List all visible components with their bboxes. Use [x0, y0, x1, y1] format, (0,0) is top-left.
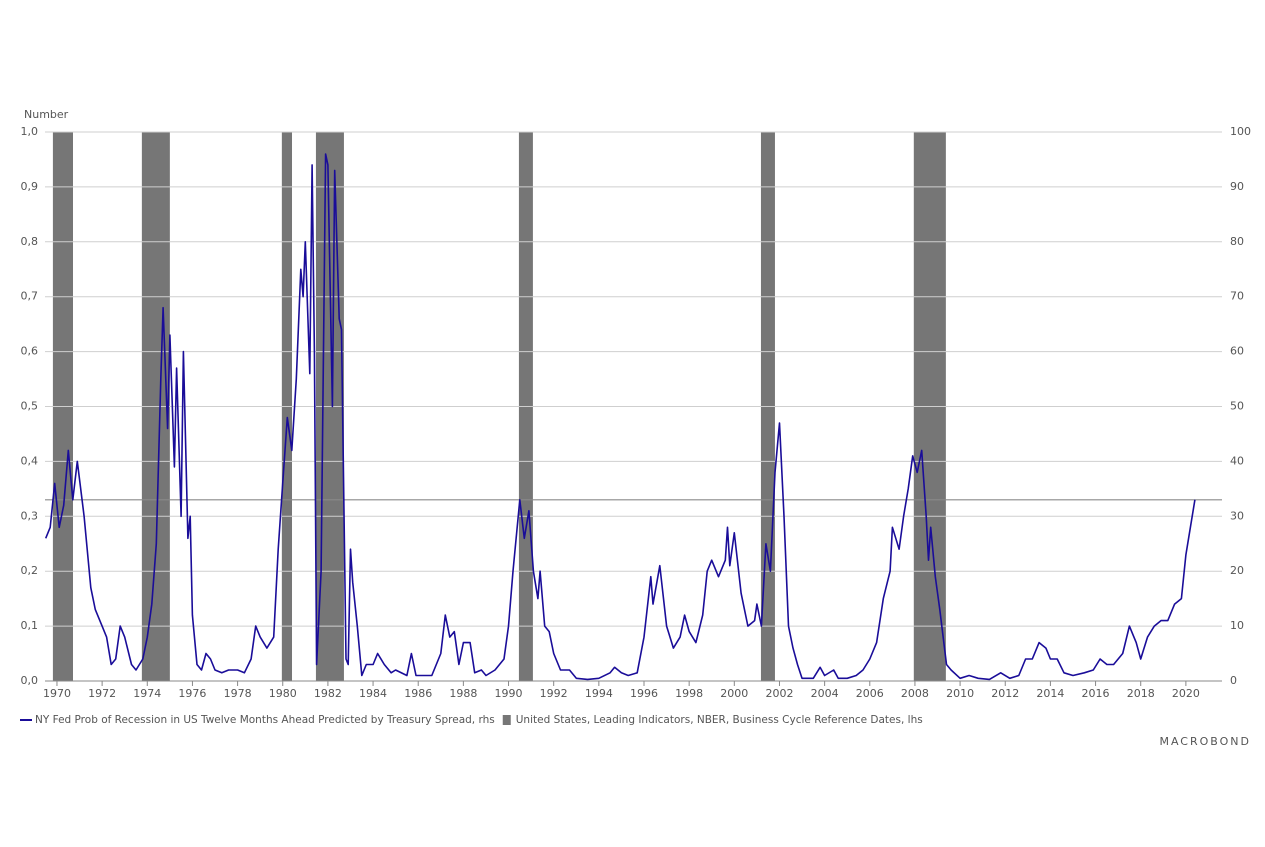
x-tick-label: 2020	[1172, 687, 1200, 700]
y-axis-title: Number	[24, 108, 69, 121]
x-tick-label: 1970	[43, 687, 71, 700]
y2-tick-label: 40	[1230, 454, 1244, 467]
y2-tick-label: 60	[1230, 345, 1244, 358]
x-tick-label: 2016	[1082, 687, 1110, 700]
y-tick-label: 0,6	[21, 345, 39, 358]
x-tick-label: 1988	[449, 687, 477, 700]
x-tick-label: 1974	[133, 687, 161, 700]
x-tick-label: 1972	[88, 687, 116, 700]
y-tick-label: 0,7	[21, 290, 39, 303]
y2-tick-label: 10	[1230, 619, 1244, 632]
y-tick-label: 0,9	[21, 180, 39, 193]
x-tick-label: 2014	[1036, 687, 1064, 700]
x-tick-label: 2010	[946, 687, 974, 700]
y-tick-label: 0,8	[21, 235, 39, 248]
y-tick-label: 0,0	[21, 674, 39, 687]
y2-tick-label: 100	[1230, 125, 1251, 138]
y-tick-label: 0,2	[21, 564, 39, 577]
source-logo: MACROBOND	[1159, 735, 1251, 748]
y-tick-label: 0,4	[21, 454, 39, 467]
line-series	[44, 153, 1196, 681]
y-tick-label: 1,0	[21, 125, 39, 138]
y-tick-label: 0,1	[21, 619, 39, 632]
x-tick-label: 2008	[901, 687, 929, 700]
x-tick-label: 2002	[765, 687, 793, 700]
x-tick-label: 2012	[991, 687, 1019, 700]
x-tick-label: 1982	[314, 687, 342, 700]
x-tick-label: 1990	[495, 687, 523, 700]
x-tick-label: 1996	[630, 687, 658, 700]
y2-tick-label: 70	[1230, 290, 1244, 303]
x-tick-label: 1984	[359, 687, 387, 700]
x-tick-label: 2000	[720, 687, 748, 700]
y2-tick-label: 0	[1230, 674, 1237, 687]
y-tick-label: 0,5	[21, 400, 39, 413]
x-tick-label: 1986	[404, 687, 432, 700]
x-tick-label: 1998	[675, 687, 703, 700]
x-tick-label: 1976	[178, 687, 206, 700]
y2-tick-label: 30	[1230, 509, 1244, 522]
y-tick-label: 0,3	[21, 509, 39, 522]
x-tick-label: 1980	[269, 687, 297, 700]
x-tick-label: 1978	[224, 687, 252, 700]
x-tick-label: 1992	[540, 687, 568, 700]
legend-label: United States, Leading Indicators, NBER,…	[516, 714, 923, 726]
y2-tick-label: 80	[1230, 235, 1244, 248]
legend-swatch	[502, 715, 511, 725]
x-tick-label: 1994	[585, 687, 613, 700]
x-tick-label: 2004	[811, 687, 839, 700]
y2-tick-label: 20	[1230, 564, 1244, 577]
legend-label: NY Fed Prob of Recession in US Twelve Mo…	[35, 714, 495, 726]
x-tick-label: 2018	[1127, 687, 1155, 700]
y2-tick-label: 90	[1230, 180, 1244, 193]
y2-tick-label: 50	[1230, 400, 1244, 413]
x-tick-label: 2006	[856, 687, 884, 700]
